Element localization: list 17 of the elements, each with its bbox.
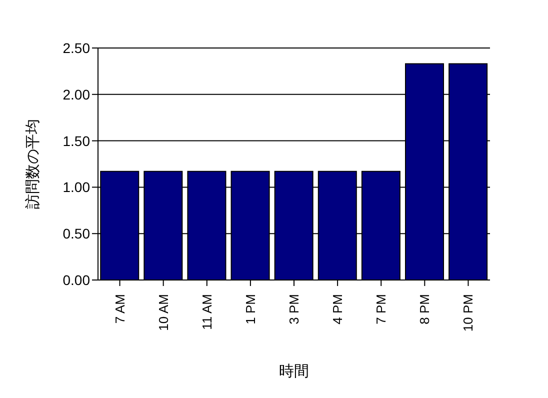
y-tick-label: 2.00 <box>62 86 90 102</box>
y-tick-label: 1.00 <box>62 179 90 196</box>
x-tick-label: 10 PM <box>460 294 476 332</box>
y-tick-label: 0.50 <box>62 226 90 242</box>
x-tick-label: 3 PM <box>286 294 302 324</box>
y-axis-title: 訪問数の平均 <box>24 119 42 209</box>
x-tick-label: 11 AM <box>199 294 214 330</box>
x-tick-label: 8 PM <box>417 294 432 324</box>
x-tick-label: 10 AM <box>156 294 171 331</box>
x-tick-label: 7 PM <box>374 294 389 324</box>
x-tick-label: 7 AM <box>112 294 128 324</box>
x-tick-label: 4 PM <box>330 294 346 324</box>
x-axis-title: 時間 <box>279 363 309 380</box>
y-tick-label: 1.50 <box>62 132 90 149</box>
y-tick-label: 0.00 <box>62 272 90 288</box>
y-tick-label: 2.50 <box>62 40 90 56</box>
x-tick-label: 1 PM <box>242 294 258 324</box>
